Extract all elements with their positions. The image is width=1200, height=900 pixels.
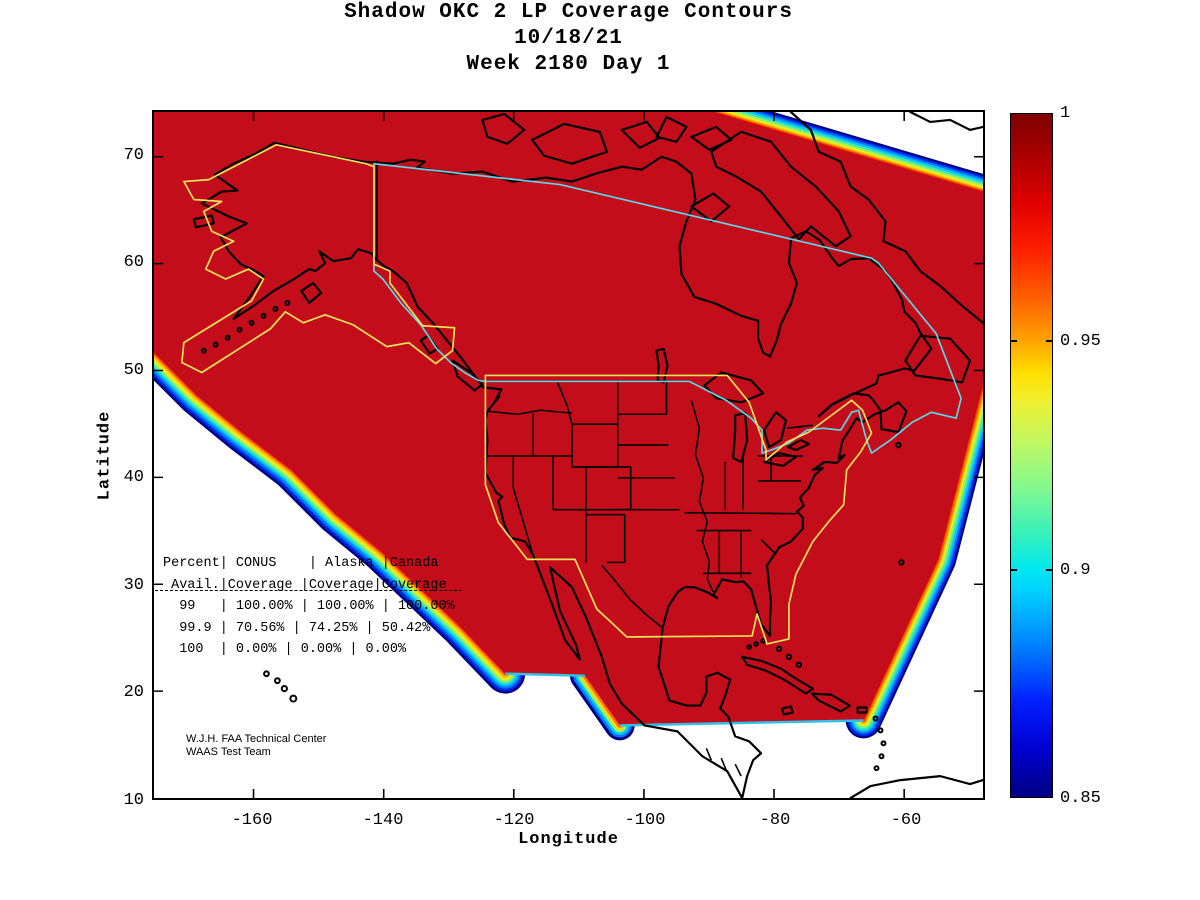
x-tick-n100: -100 bbox=[624, 811, 666, 830]
y-tick-30: 30 bbox=[123, 576, 144, 595]
x-axis-label: Longitude bbox=[518, 830, 619, 849]
plot-title: Shadow OKC 2 LP Coverage Contours bbox=[344, 1, 793, 24]
availability-table-header1: Percent| CONUS | Alaska |Canada bbox=[163, 556, 439, 571]
conus-service-volume-outline bbox=[484, 374, 873, 645]
coverage-cutoff-edges bbox=[505, 672, 864, 727]
x-tick-n120: -120 bbox=[493, 811, 535, 830]
greenland-coastline bbox=[789, 112, 983, 324]
mainland-coastline bbox=[200, 141, 933, 798]
y-tick-10: 10 bbox=[123, 791, 144, 810]
x-tick-n80: -80 bbox=[759, 811, 791, 830]
map-plot-area bbox=[152, 110, 985, 800]
x-tick-n160: -160 bbox=[231, 811, 273, 830]
y-tick-70: 70 bbox=[123, 146, 144, 165]
credit-line2: WAAS Test Team bbox=[186, 746, 271, 758]
axis-tick-marks bbox=[154, 112, 983, 798]
colorbar-tick-09-right bbox=[1046, 569, 1052, 571]
coverage-map bbox=[154, 112, 983, 798]
availability-table-row-99: 99 | 100.00% | 100.00% | 100.00% bbox=[163, 599, 455, 614]
credit-text: W.J.H. FAA Technical Center WAAS Test Te… bbox=[186, 733, 326, 759]
y-tick-20: 20 bbox=[123, 683, 144, 702]
coastlines bbox=[192, 112, 983, 798]
x-tick-n60: -60 bbox=[890, 811, 922, 830]
colorbar-tick-09-left bbox=[1011, 569, 1017, 571]
plot-title-block: Shadow OKC 2 LP Coverage Contours 10/18/… bbox=[152, 0, 985, 78]
coverage-region bbox=[154, 112, 983, 726]
y-tick-60: 60 bbox=[123, 253, 144, 272]
plot-week-day: Week 2180 Day 1 bbox=[466, 53, 671, 76]
plot-date: 10/18/21 bbox=[514, 27, 623, 50]
colorbar-label-095: 0.95 bbox=[1060, 332, 1101, 351]
availability-table-row-100: 100 | 0.00% | 0.00% | 0.00% bbox=[163, 642, 407, 657]
canada-service-volume-outline bbox=[373, 162, 962, 454]
cuba-coastline bbox=[741, 655, 814, 695]
y-tick-50: 50 bbox=[123, 361, 144, 380]
colorbar bbox=[1010, 113, 1053, 798]
colorbar-label-09: 0.9 bbox=[1060, 561, 1091, 580]
availability-table: Percent| CONUS | Alaska |Canada Avail.|C… bbox=[163, 553, 455, 661]
credit-line1: W.J.H. FAA Technical Center bbox=[186, 733, 327, 745]
x-tick-n140: -140 bbox=[362, 811, 404, 830]
availability-table-row-999: 99.9 | 70.56% | 74.25% | 50.42% bbox=[163, 620, 431, 636]
y-axis-label: Latitude bbox=[95, 410, 115, 501]
y-tick-40: 40 bbox=[123, 468, 144, 487]
colorbar-tick-095-left bbox=[1011, 340, 1017, 342]
availability-table-header2: Avail.|Coverage |Coverage|Coverage bbox=[163, 577, 447, 593]
island-dots bbox=[200, 299, 905, 772]
alaska-service-volume-outline bbox=[181, 143, 456, 374]
colorbar-label-1: 1 bbox=[1060, 104, 1071, 123]
table-dashed-separator bbox=[155, 590, 462, 591]
colorbar-tick-095-right bbox=[1046, 340, 1052, 342]
colorbar-label-085: 0.85 bbox=[1060, 789, 1101, 808]
